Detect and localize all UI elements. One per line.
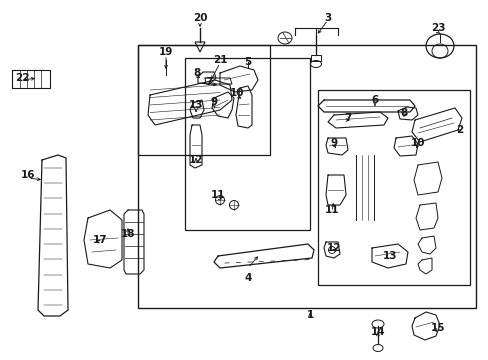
Text: 8: 8	[400, 108, 407, 118]
Text: 9: 9	[210, 97, 217, 107]
Text: 10: 10	[229, 88, 244, 98]
Bar	[317, 90, 469, 285]
Text: 8: 8	[193, 68, 200, 78]
Text: 15: 15	[430, 323, 445, 333]
Text: 11: 11	[324, 205, 339, 215]
Text: 11: 11	[210, 190, 225, 200]
Text: 12: 12	[326, 243, 341, 253]
Text: 13: 13	[382, 251, 396, 261]
Text: 9: 9	[330, 138, 337, 148]
Text: 22: 22	[15, 73, 29, 83]
Text: 16: 16	[20, 170, 35, 180]
Text: 10: 10	[410, 138, 425, 148]
Text: 23: 23	[430, 23, 445, 33]
Text: 5: 5	[244, 57, 251, 67]
Bar	[138, 45, 269, 155]
Text: 7: 7	[205, 77, 212, 87]
Bar	[310, 55, 320, 61]
Text: 4: 4	[244, 273, 251, 283]
Text: 20: 20	[192, 13, 207, 23]
Text: 14: 14	[370, 327, 385, 337]
Text: 3: 3	[324, 13, 331, 23]
Text: 21: 21	[212, 55, 227, 65]
Bar	[184, 58, 309, 230]
Text: 1: 1	[306, 310, 313, 320]
Text: 18: 18	[121, 229, 135, 239]
Text: 2: 2	[455, 125, 463, 135]
Text: 7: 7	[344, 113, 351, 123]
Bar	[138, 45, 475, 308]
Text: 6: 6	[370, 95, 378, 105]
Text: 19: 19	[159, 47, 173, 57]
Text: 17: 17	[93, 235, 107, 245]
Text: 13: 13	[188, 100, 203, 110]
Text: 12: 12	[188, 155, 203, 165]
